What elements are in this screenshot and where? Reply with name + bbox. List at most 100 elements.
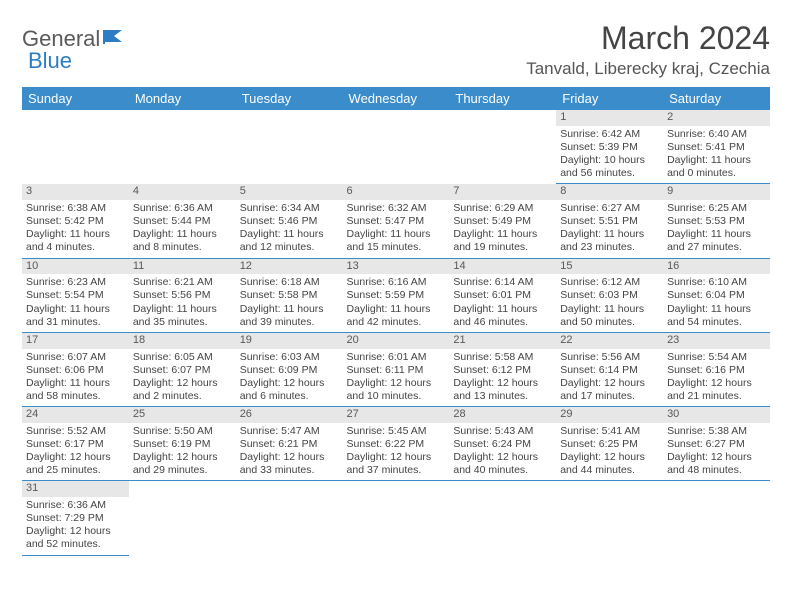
calendar-cell: 18Sunrise: 6:05 AMSunset: 6:07 PMDayligh… — [129, 332, 236, 406]
calendar-cell: 1Sunrise: 6:42 AMSunset: 5:39 PMDaylight… — [556, 110, 663, 184]
sunrise-text: Sunrise: 6:36 AM — [133, 202, 232, 215]
daylight-text: Daylight: 12 hours and 29 minutes. — [133, 451, 232, 477]
sunset-text: Sunset: 6:11 PM — [347, 364, 446, 377]
day-number: 17 — [22, 333, 129, 349]
calendar-body: 1Sunrise: 6:42 AMSunset: 5:39 PMDaylight… — [22, 110, 770, 555]
day-info: Sunrise: 5:54 AMSunset: 6:16 PMDaylight:… — [667, 351, 766, 404]
calendar-cell: 3Sunrise: 6:38 AMSunset: 5:42 PMDaylight… — [22, 184, 129, 258]
day-number: 6 — [343, 184, 450, 200]
sunrise-text: Sunrise: 6:16 AM — [347, 276, 446, 289]
sunset-text: Sunset: 6:04 PM — [667, 289, 766, 302]
sunrise-text: Sunrise: 5:50 AM — [133, 425, 232, 438]
sunrise-text: Sunrise: 6:03 AM — [240, 351, 339, 364]
day-number: 29 — [556, 407, 663, 423]
daylight-text: Daylight: 11 hours and 8 minutes. — [133, 228, 232, 254]
day-number: 28 — [449, 407, 556, 423]
calendar-cell — [236, 110, 343, 184]
calendar-cell — [343, 110, 450, 184]
sunrise-text: Sunrise: 6:25 AM — [667, 202, 766, 215]
sunset-text: Sunset: 5:47 PM — [347, 215, 446, 228]
daylight-text: Daylight: 12 hours and 33 minutes. — [240, 451, 339, 477]
calendar-cell: 29Sunrise: 5:41 AMSunset: 6:25 PMDayligh… — [556, 407, 663, 481]
sunset-text: Sunset: 5:44 PM — [133, 215, 232, 228]
calendar-cell: 8Sunrise: 6:27 AMSunset: 5:51 PMDaylight… — [556, 184, 663, 258]
day-info: Sunrise: 6:42 AMSunset: 5:39 PMDaylight:… — [560, 128, 659, 181]
sunrise-text: Sunrise: 6:10 AM — [667, 276, 766, 289]
calendar-cell: 6Sunrise: 6:32 AMSunset: 5:47 PMDaylight… — [343, 184, 450, 258]
day-info: Sunrise: 5:50 AMSunset: 6:19 PMDaylight:… — [133, 425, 232, 478]
sunset-text: Sunset: 5:42 PM — [26, 215, 125, 228]
calendar-week-row: 24Sunrise: 5:52 AMSunset: 6:17 PMDayligh… — [22, 407, 770, 481]
calendar-cell — [236, 481, 343, 555]
day-info: Sunrise: 5:56 AMSunset: 6:14 PMDaylight:… — [560, 351, 659, 404]
sunset-text: Sunset: 6:06 PM — [26, 364, 125, 377]
day-info: Sunrise: 6:29 AMSunset: 5:49 PMDaylight:… — [453, 202, 552, 255]
sunrise-text: Sunrise: 6:01 AM — [347, 351, 446, 364]
calendar-cell: 15Sunrise: 6:12 AMSunset: 6:03 PMDayligh… — [556, 258, 663, 332]
calendar-cell: 30Sunrise: 5:38 AMSunset: 6:27 PMDayligh… — [663, 407, 770, 481]
calendar-week-row: 17Sunrise: 6:07 AMSunset: 6:06 PMDayligh… — [22, 332, 770, 406]
daylight-text: Daylight: 12 hours and 37 minutes. — [347, 451, 446, 477]
calendar-cell — [22, 110, 129, 184]
title-block: March 2024 Tanvald, Liberecky kraj, Czec… — [526, 20, 770, 79]
calendar-cell: 27Sunrise: 5:45 AMSunset: 6:22 PMDayligh… — [343, 407, 450, 481]
sunset-text: Sunset: 6:17 PM — [26, 438, 125, 451]
sunset-text: Sunset: 6:24 PM — [453, 438, 552, 451]
daylight-text: Daylight: 11 hours and 19 minutes. — [453, 228, 552, 254]
day-info: Sunrise: 6:38 AMSunset: 5:42 PMDaylight:… — [26, 202, 125, 255]
sunset-text: Sunset: 6:22 PM — [347, 438, 446, 451]
sunset-text: Sunset: 6:09 PM — [240, 364, 339, 377]
calendar-cell: 25Sunrise: 5:50 AMSunset: 6:19 PMDayligh… — [129, 407, 236, 481]
sunset-text: Sunset: 6:16 PM — [667, 364, 766, 377]
day-number: 11 — [129, 259, 236, 275]
day-info: Sunrise: 6:14 AMSunset: 6:01 PMDaylight:… — [453, 276, 552, 329]
day-number: 13 — [343, 259, 450, 275]
sunset-text: Sunset: 6:12 PM — [453, 364, 552, 377]
calendar-cell: 4Sunrise: 6:36 AMSunset: 5:44 PMDaylight… — [129, 184, 236, 258]
calendar-cell — [663, 481, 770, 555]
daylight-text: Daylight: 12 hours and 44 minutes. — [560, 451, 659, 477]
daylight-text: Daylight: 11 hours and 54 minutes. — [667, 303, 766, 329]
day-number: 18 — [129, 333, 236, 349]
day-number: 5 — [236, 184, 343, 200]
day-info: Sunrise: 5:47 AMSunset: 6:21 PMDaylight:… — [240, 425, 339, 478]
calendar-week-row: 1Sunrise: 6:42 AMSunset: 5:39 PMDaylight… — [22, 110, 770, 184]
day-number: 16 — [663, 259, 770, 275]
calendar-cell: 16Sunrise: 6:10 AMSunset: 6:04 PMDayligh… — [663, 258, 770, 332]
sunset-text: Sunset: 5:58 PM — [240, 289, 339, 302]
sunset-text: Sunset: 5:41 PM — [667, 141, 766, 154]
calendar-cell: 5 Sunrise: 6:34 AMSunset: 5:46 PMDaylight… — [236, 184, 343, 258]
daylight-text: Daylight: 11 hours and 35 minutes. — [133, 303, 232, 329]
day-info: Sunrise: 5:38 AMSunset: 6:27 PMDaylight:… — [667, 425, 766, 478]
calendar-cell: 17Sunrise: 6:07 AMSunset: 6:06 PMDayligh… — [22, 332, 129, 406]
sunset-text: Sunset: 5:39 PM — [560, 141, 659, 154]
sunrise-text: Sunrise: 6:38 AM — [26, 202, 125, 215]
calendar-cell: 13Sunrise: 6:16 AMSunset: 5:59 PMDayligh… — [343, 258, 450, 332]
sunrise-text: Sunrise: 5:58 AM — [453, 351, 552, 364]
daylight-text: Daylight: 11 hours and 12 minutes. — [240, 228, 339, 254]
day-number: 2 — [663, 110, 770, 126]
weekday-header-row: Sunday Monday Tuesday Wednesday Thursday… — [22, 87, 770, 110]
sunrise-text: Sunrise: 6:40 AM — [667, 128, 766, 141]
daylight-text: Daylight: 12 hours and 48 minutes. — [667, 451, 766, 477]
weekday-header: Tuesday — [236, 87, 343, 110]
calendar-cell: 11Sunrise: 6:21 AMSunset: 5:56 PMDayligh… — [129, 258, 236, 332]
daylight-text: Daylight: 11 hours and 31 minutes. — [26, 303, 125, 329]
sunrise-text: Sunrise: 5:38 AM — [667, 425, 766, 438]
weekday-header: Monday — [129, 87, 236, 110]
day-number: 26 — [236, 407, 343, 423]
day-info: Sunrise: 6:01 AMSunset: 6:11 PMDaylight:… — [347, 351, 446, 404]
calendar-cell — [343, 481, 450, 555]
day-info: Sunrise: 6:34 AMSunset: 5:46 PMDaylight:… — [240, 202, 339, 255]
calendar-cell: 23Sunrise: 5:54 AMSunset: 6:16 PMDayligh… — [663, 332, 770, 406]
weekday-header: Saturday — [663, 87, 770, 110]
sunset-text: Sunset: 7:29 PM — [26, 512, 125, 525]
daylight-text: Daylight: 12 hours and 17 minutes. — [560, 377, 659, 403]
daylight-text: Daylight: 12 hours and 52 minutes. — [26, 525, 125, 551]
day-info: Sunrise: 6:25 AMSunset: 5:53 PMDaylight:… — [667, 202, 766, 255]
sunrise-text: Sunrise: 6:42 AM — [560, 128, 659, 141]
day-info: Sunrise: 5:45 AMSunset: 6:22 PMDaylight:… — [347, 425, 446, 478]
calendar-week-row: 10Sunrise: 6:23 AMSunset: 5:54 PMDayligh… — [22, 258, 770, 332]
daylight-text: Daylight: 12 hours and 10 minutes. — [347, 377, 446, 403]
day-info: Sunrise: 6:27 AMSunset: 5:51 PMDaylight:… — [560, 202, 659, 255]
